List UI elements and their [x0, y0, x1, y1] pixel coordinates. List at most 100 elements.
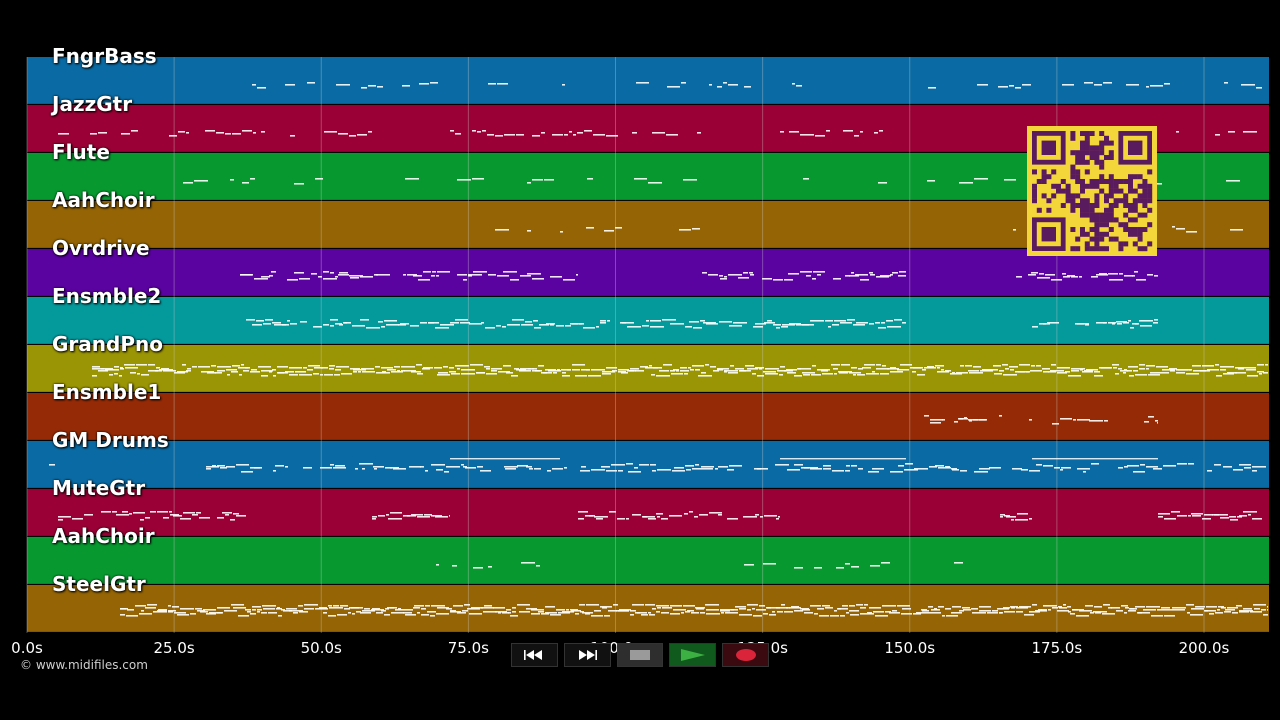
- midi-note: [1035, 610, 1047, 612]
- midi-note: [684, 513, 688, 515]
- midi-note: [1230, 519, 1238, 521]
- midi-note: [823, 465, 831, 467]
- midi-note: [1221, 607, 1226, 609]
- qr-module: [1099, 217, 1105, 223]
- midi-note: [273, 375, 276, 377]
- midi-note: [958, 418, 963, 420]
- play-button[interactable]: [669, 643, 717, 667]
- midi-note: [481, 607, 494, 609]
- fast-forward-button[interactable]: [563, 643, 611, 667]
- midi-note: [584, 130, 592, 132]
- midi-note: [1169, 368, 1177, 370]
- midi-note: [335, 369, 341, 371]
- midi-note: [575, 375, 587, 377]
- midi-note: [860, 607, 866, 609]
- midi-note: [778, 516, 780, 518]
- midi-note: [226, 369, 237, 371]
- qr-code[interactable]: [1027, 126, 1157, 256]
- midi-note: [273, 470, 276, 472]
- midi-note: [1232, 612, 1238, 614]
- midi-note: [718, 514, 722, 516]
- midi-note: [440, 324, 454, 326]
- midi-note: [1095, 612, 1101, 614]
- midi-note: [720, 278, 727, 280]
- midi-note: [372, 516, 377, 518]
- midi-note: [747, 609, 751, 611]
- midi-note: [817, 608, 824, 610]
- midi-note: [938, 467, 951, 469]
- qr-module: [1084, 198, 1090, 204]
- midi-note: [659, 370, 669, 372]
- midi-note: [720, 610, 730, 612]
- midi-note: [413, 275, 422, 277]
- midi-note: [803, 374, 810, 376]
- stop-button[interactable]: [616, 643, 664, 667]
- midi-note: [433, 515, 442, 517]
- midi-note: [1164, 83, 1170, 85]
- midi-note: [215, 372, 222, 374]
- midi-note: [1157, 609, 1171, 611]
- midi-note: [810, 468, 822, 470]
- qr-module: [1075, 174, 1081, 180]
- midi-note: [868, 471, 879, 473]
- midi-note: [561, 369, 571, 371]
- midi-note: [1109, 279, 1123, 281]
- midi-note: [1073, 419, 1076, 421]
- midi-note: [303, 367, 307, 369]
- midi-note: [496, 325, 501, 327]
- midi-note: [250, 613, 256, 615]
- midi-note: [298, 605, 303, 607]
- midi-note: [527, 273, 541, 275]
- midi-note: [1254, 608, 1260, 610]
- midi-note: [1111, 607, 1120, 609]
- midi-note: [390, 467, 399, 469]
- midi-note: [800, 271, 812, 273]
- midi-note: [692, 228, 700, 230]
- midi-note: [1045, 274, 1055, 276]
- midi-note: [414, 605, 424, 607]
- midi-note: [1228, 131, 1235, 133]
- midi-note: [1250, 611, 1262, 613]
- midi-note: [817, 274, 821, 276]
- midi-note: [619, 609, 631, 611]
- midi-note: [1223, 466, 1232, 468]
- midi-note: [1235, 367, 1245, 369]
- qr-module: [1041, 169, 1047, 175]
- midi-note: [1083, 471, 1086, 473]
- midi-note: [697, 132, 701, 134]
- midi-note: [992, 610, 998, 612]
- time-tick-label: 25.0s: [153, 639, 195, 657]
- midi-note: [545, 606, 555, 608]
- midi-note: [575, 613, 579, 615]
- midi-note: [504, 134, 515, 136]
- midi-note: [308, 365, 320, 367]
- midi-note: [876, 368, 889, 370]
- midi-note: [924, 367, 936, 369]
- midi-note: [289, 374, 298, 376]
- qr-module: [1123, 193, 1129, 199]
- midi-note: [586, 227, 594, 229]
- qr-module: [1128, 227, 1133, 232]
- track-label: Ensmble2: [52, 284, 162, 308]
- midi-note: [462, 610, 468, 612]
- midi-note: [361, 368, 374, 370]
- midi-note: [112, 511, 117, 513]
- midi-note: [538, 611, 544, 613]
- midi-note: [591, 369, 605, 371]
- midi-note: [398, 324, 406, 326]
- midi-note: [1215, 134, 1220, 136]
- midi-note: [1146, 466, 1158, 468]
- midi-note: [410, 325, 419, 327]
- midi-note: [461, 464, 464, 466]
- midi-note: [1158, 516, 1163, 518]
- midi-note: [627, 326, 641, 328]
- rewind-button[interactable]: [511, 643, 558, 667]
- midi-note: [168, 611, 173, 613]
- midi-note: [1080, 369, 1083, 371]
- midi-note: [1058, 606, 1062, 608]
- midi-note: [800, 134, 814, 136]
- record-button[interactable]: [722, 643, 769, 667]
- midi-note: [709, 84, 712, 86]
- midi-note: [800, 608, 809, 610]
